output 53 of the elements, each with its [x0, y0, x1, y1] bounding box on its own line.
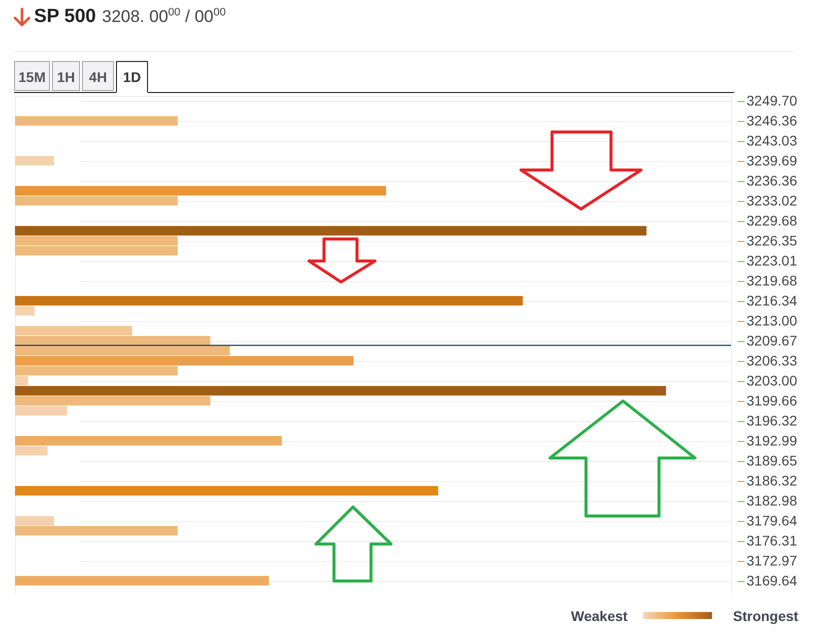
y-tick-label: 3246.36	[746, 112, 798, 128]
y-tick-label: 3192.99	[746, 432, 798, 448]
y-tick-label: 3203.00	[746, 372, 798, 388]
y-tick-label: 3219.68	[746, 272, 798, 288]
y-tick-label: 3243.03	[746, 132, 798, 148]
bar	[15, 376, 28, 386]
bar	[15, 436, 282, 446]
bar	[15, 396, 210, 406]
bar	[15, 186, 386, 196]
y-tick-label: 3239.69	[746, 152, 798, 168]
y-tick-label: 3186.32	[746, 472, 798, 488]
y-tick-label: 3223.01	[746, 252, 798, 268]
text: Strongest	[733, 608, 798, 624]
text: 1D	[116, 61, 148, 93]
y-tick-label: 3182.98	[746, 492, 798, 508]
bar	[15, 576, 269, 586]
bar	[15, 306, 35, 316]
y-tick-label: 3189.65	[746, 452, 798, 468]
bar	[15, 116, 178, 126]
y-tick-label: 3226.35	[746, 232, 798, 248]
y-tick-label: 3233.02	[746, 192, 798, 208]
y-tick-label: 3196.32	[746, 412, 798, 428]
bar	[15, 356, 354, 366]
bar	[15, 196, 178, 206]
y-tick-label: 3176.31	[746, 532, 798, 548]
bar	[15, 366, 178, 376]
bar	[15, 296, 523, 306]
bar	[15, 226, 646, 236]
bar	[15, 446, 48, 456]
text: 15M	[14, 61, 50, 91]
y-tick-label: 3213.00	[746, 312, 798, 328]
text: 4H	[82, 61, 114, 91]
bar	[15, 156, 54, 166]
text: Weakest	[571, 608, 628, 624]
bar	[15, 386, 666, 396]
bar	[15, 326, 132, 336]
y-tick-label: 3206.33	[746, 352, 798, 368]
y-tick-label: 3169.64	[746, 572, 798, 588]
bar	[15, 516, 54, 526]
y-tick-label: 3216.34	[746, 292, 798, 308]
text: 1H	[52, 61, 80, 91]
y-tick-label: 3229.68	[746, 212, 798, 228]
chart-title: SP 500	[34, 6, 96, 27]
bar	[15, 486, 438, 496]
bar	[15, 526, 178, 536]
bar	[15, 406, 68, 416]
y-tick-label: 3172.97	[746, 552, 798, 568]
chart-subtitle: 3208. 00$^{00}$ / 00$^{00}$	[102, 6, 226, 26]
y-tick-label: 3236.36	[746, 172, 798, 188]
y-tick-label: 3179.64	[746, 512, 798, 528]
y-tick-label: 3199.66	[746, 392, 798, 408]
y-tick-label: 3249.70	[746, 92, 798, 108]
y-tick-label: 3209.67	[746, 332, 798, 348]
